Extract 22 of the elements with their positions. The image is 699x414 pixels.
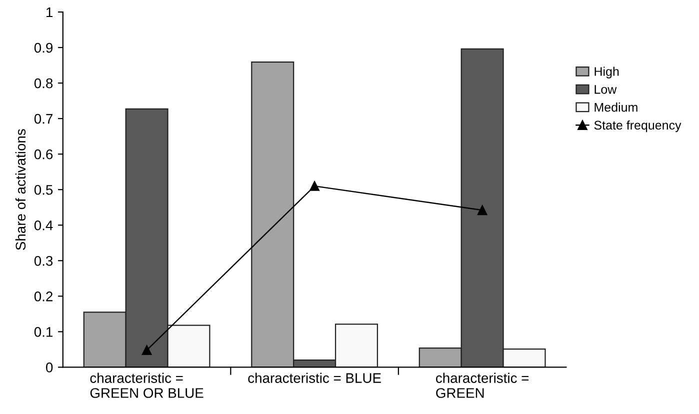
x-tick-label: characteristic = GREEN OR BLUE (90, 372, 204, 398)
legend-label: Medium (594, 102, 638, 112)
legend-label: Low (594, 85, 617, 94)
y-tick-label: 0.9 (34, 42, 53, 53)
point (310, 181, 320, 191)
x-tick-label: characteristic = BLUE (248, 372, 381, 383)
point (477, 205, 488, 216)
legend-label: High (594, 66, 619, 78)
y-tick-label: 0.4 (34, 220, 53, 230)
x-tick-label: characteristic = GREEN (436, 372, 529, 398)
y-tick-label: 0.7 (34, 114, 52, 124)
legend-label: State frequency (594, 120, 682, 132)
y-tick-label: 0 (46, 362, 53, 372)
y-tick-label: 1 (46, 7, 53, 18)
y-tick-label: 0.6 (34, 149, 53, 160)
y-tick-label: 0.2 (34, 292, 52, 302)
y-axis-title: Share of activations (15, 129, 26, 250)
point (142, 345, 152, 356)
y-tick-label: 0.5 (34, 184, 53, 195)
y-tick-label: 0.1 (34, 327, 53, 337)
y-tick-label: 0.8 (34, 78, 53, 88)
y-tick-label: 0.3 (34, 256, 53, 266)
